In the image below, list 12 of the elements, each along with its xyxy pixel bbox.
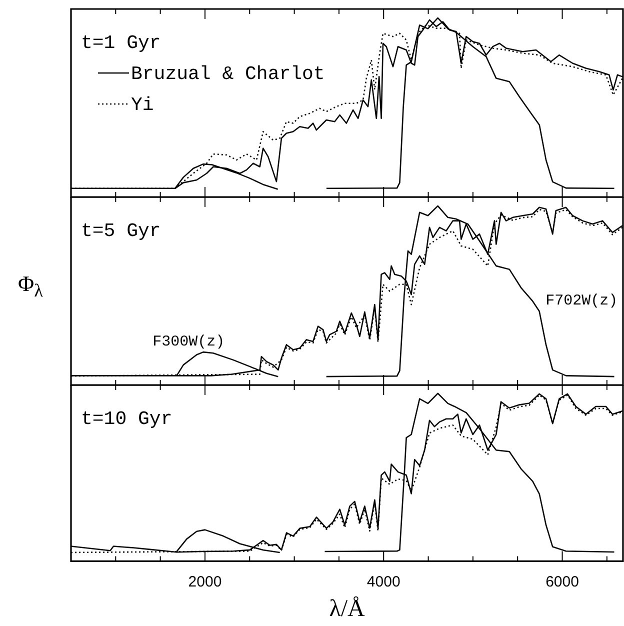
text: t=10 Gyr (81, 408, 172, 430)
y-axis-title: Φ$_{λ}$ (18, 271, 43, 302)
text: t=1 Gyr (81, 32, 161, 54)
x-tick-label: 2000 (188, 573, 222, 590)
legend-label: Bruzual & Charlot (131, 63, 325, 86)
annotation: F702W(z) (546, 292, 618, 310)
legend-label: Yi (131, 94, 154, 116)
annotation: F300W(z) (152, 334, 225, 351)
x-tick-label: 6000 (546, 573, 579, 590)
x-tick-label: 4000 (366, 573, 400, 590)
x-axis-title: λ/Å (329, 596, 366, 622)
text: t=5 Gyr (81, 220, 161, 242)
